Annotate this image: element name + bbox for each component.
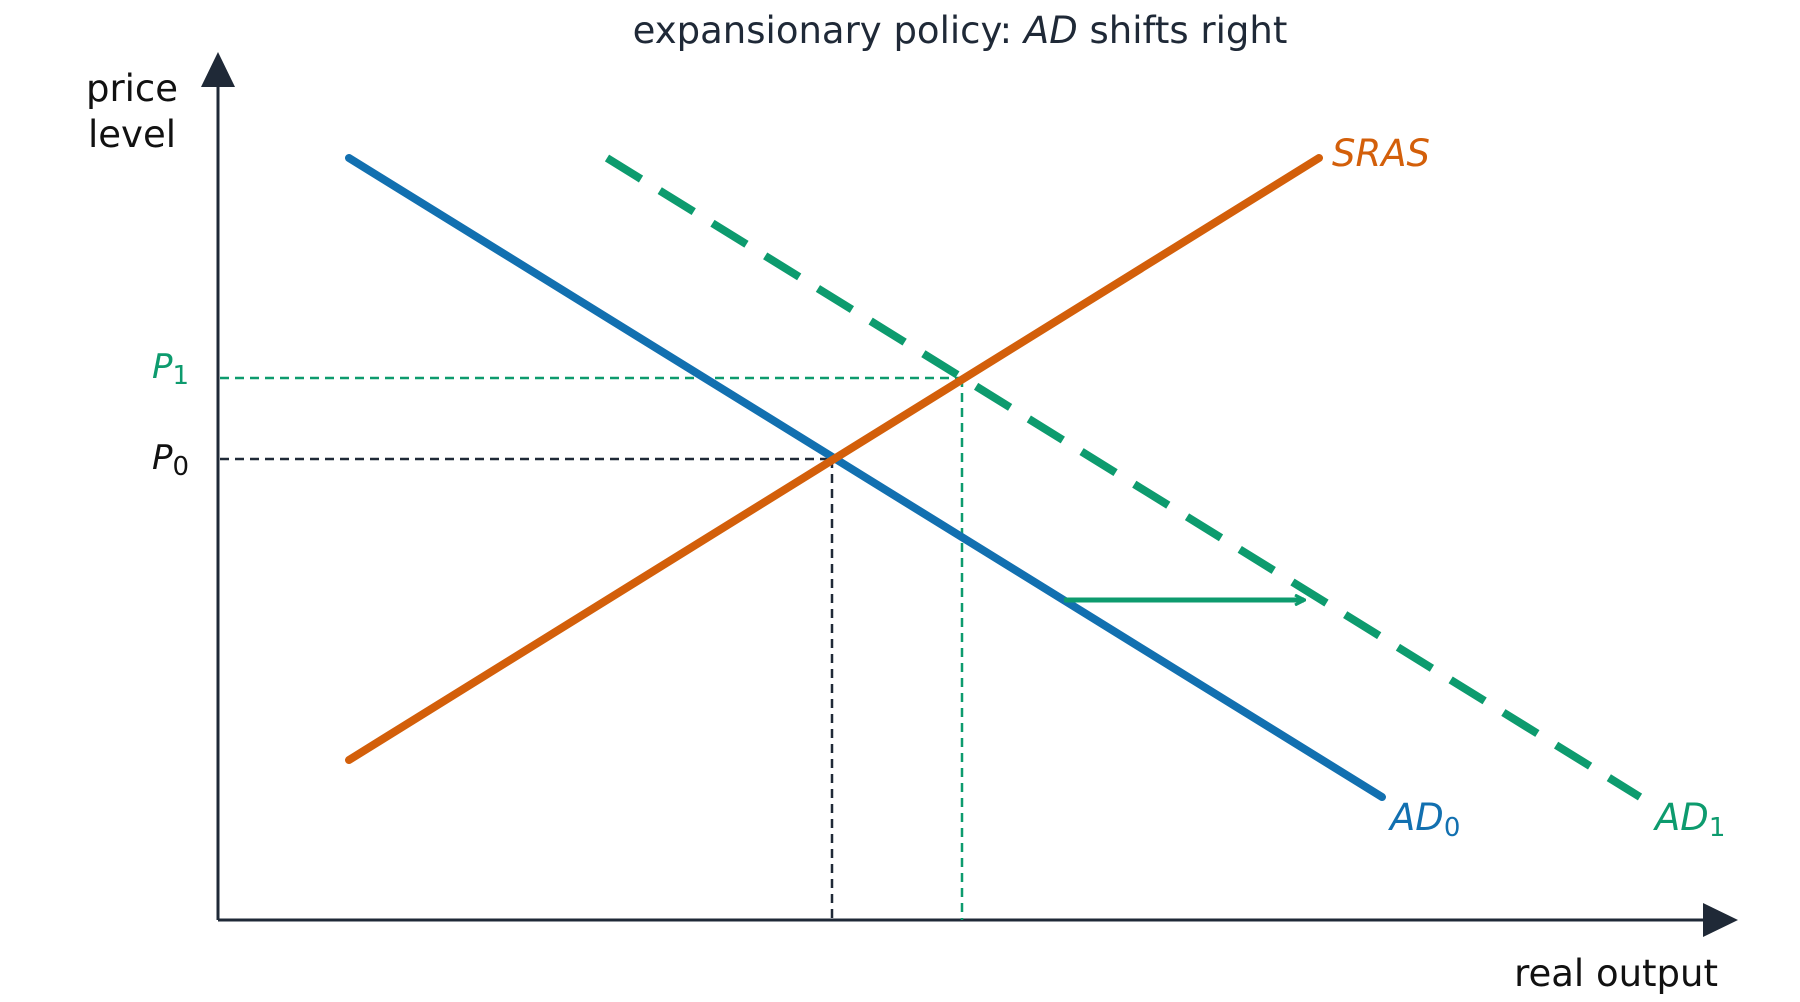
ad1-curve xyxy=(604,154,1643,801)
ad0-label: AD0 xyxy=(1388,796,1460,843)
sras-label: SRAS xyxy=(1332,132,1430,175)
sras-curve xyxy=(345,154,1323,764)
p1-label: P1 xyxy=(152,347,189,391)
y-axis-label-line2: level xyxy=(88,113,176,156)
chart-title: expansionary policy: AD shifts right xyxy=(633,9,1288,52)
p0-label: P0 xyxy=(152,438,189,482)
ad1-label: AD1 xyxy=(1653,796,1725,843)
y-axis-label-line1: price xyxy=(86,67,178,110)
x-axis-arrowhead xyxy=(1703,903,1738,937)
y-axis-arrowhead xyxy=(201,52,235,87)
ad0-curve xyxy=(345,154,1386,801)
x-axis-label: real output xyxy=(1514,952,1718,995)
